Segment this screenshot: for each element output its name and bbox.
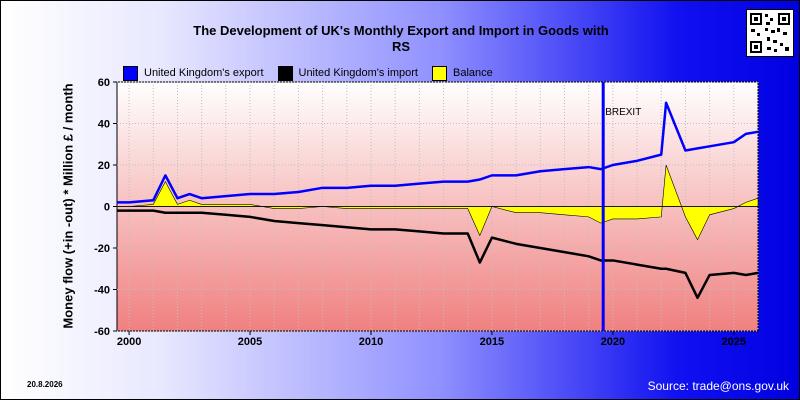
series-area-balance: [117, 164, 759, 241]
legend-swatch-import: [277, 65, 293, 81]
x-tick-label: 2020: [601, 336, 625, 348]
qr-code[interactable]: [746, 9, 794, 57]
y-tick-label: 20: [98, 160, 110, 172]
legend-label-balance: Balance: [453, 67, 493, 79]
x-tick-label: 2005: [238, 336, 262, 348]
series-line-export: [117, 101, 759, 204]
legend-swatch-balance: [432, 65, 447, 81]
y-tick-label: -20: [94, 243, 110, 255]
legend-item-balance: Balance: [432, 65, 493, 81]
x-tick-label: 2000: [117, 336, 141, 348]
y-tick-label: 60: [98, 77, 110, 89]
chart-title-line2: RS: [391, 39, 411, 54]
y-tick-label: -60: [94, 326, 110, 338]
x-tick-label: 2025: [722, 336, 746, 348]
brexit-label: BREXIT: [605, 107, 641, 118]
generated-date: 20.8.2026: [27, 380, 63, 389]
legend-label-export: United Kingdom's export: [144, 67, 264, 79]
series-line-import: [117, 209, 759, 300]
x-tick-label: 2015: [480, 336, 504, 348]
y-tick-label: -40: [94, 285, 110, 297]
chart-title-line1: The Development of UK's Monthly Export a…: [193, 23, 609, 38]
legend: United Kingdom's export United Kingdom's…: [123, 65, 507, 81]
y-tick-label: 0: [104, 202, 110, 214]
legend-swatch-export: [123, 65, 138, 81]
y-tick-label: 40: [98, 119, 110, 131]
chart-title: The Development of UK's Monthly Export a…: [151, 23, 651, 55]
legend-item-import: United Kingdom's import: [277, 65, 419, 81]
source-credit: Source: trade@ons.gov.uk: [647, 379, 789, 393]
legend-item-export: United Kingdom's export: [123, 65, 264, 81]
y-axis-label: Money flow (+in -out) * Million £ / mont…: [60, 83, 76, 329]
x-tick-label: 2010: [359, 336, 383, 348]
qr-code-icon: [750, 13, 790, 53]
legend-label-import: United Kingdom's import: [298, 67, 419, 79]
